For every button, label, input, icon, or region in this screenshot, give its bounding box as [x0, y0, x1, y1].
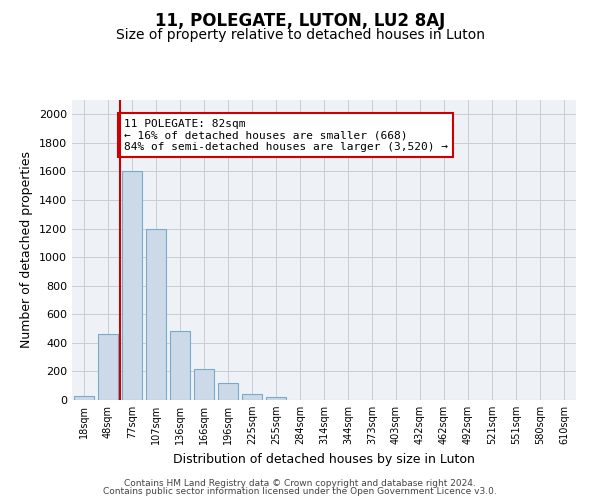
Text: Size of property relative to detached houses in Luton: Size of property relative to detached ho… [115, 28, 485, 42]
Bar [242, 394, 262, 400]
Text: 11, POLEGATE, LUTON, LU2 8AJ: 11, POLEGATE, LUTON, LU2 8AJ [155, 12, 445, 30]
Bar [98, 334, 118, 400]
Bar [218, 383, 238, 400]
Bar [170, 332, 190, 400]
Bar [146, 228, 166, 400]
Text: 11 POLEGATE: 82sqm
← 16% of detached houses are smaller (668)
84% of semi-detach: 11 POLEGATE: 82sqm ← 16% of detached hou… [124, 118, 448, 152]
Text: Contains public sector information licensed under the Open Government Licence v3: Contains public sector information licen… [103, 487, 497, 496]
Text: Contains HM Land Registry data © Crown copyright and database right 2024.: Contains HM Land Registry data © Crown c… [124, 478, 476, 488]
X-axis label: Distribution of detached houses by size in Luton: Distribution of detached houses by size … [173, 452, 475, 466]
Bar [266, 397, 286, 400]
Bar [122, 172, 142, 400]
Bar [194, 370, 214, 400]
Bar [74, 396, 94, 400]
Y-axis label: Number of detached properties: Number of detached properties [20, 152, 34, 348]
